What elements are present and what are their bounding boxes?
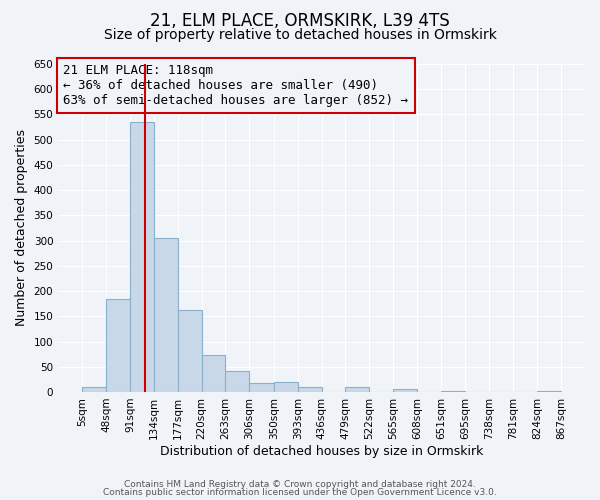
Bar bbox=[250, 383, 274, 392]
Text: Size of property relative to detached houses in Ormskirk: Size of property relative to detached ho… bbox=[104, 28, 496, 42]
Text: 21, ELM PLACE, ORMSKIRK, L39 4TS: 21, ELM PLACE, ORMSKIRK, L39 4TS bbox=[150, 12, 450, 30]
Bar bbox=[178, 310, 202, 392]
Bar bbox=[130, 122, 154, 392]
Bar bbox=[346, 387, 370, 392]
Bar bbox=[82, 387, 106, 392]
Bar bbox=[202, 355, 226, 392]
Text: 21 ELM PLACE: 118sqm
← 36% of detached houses are smaller (490)
63% of semi-deta: 21 ELM PLACE: 118sqm ← 36% of detached h… bbox=[64, 64, 409, 107]
Bar bbox=[298, 387, 322, 392]
Bar bbox=[274, 382, 298, 392]
Bar bbox=[154, 238, 178, 392]
Bar bbox=[226, 371, 250, 392]
Y-axis label: Number of detached properties: Number of detached properties bbox=[15, 130, 28, 326]
Bar bbox=[441, 391, 466, 392]
Bar bbox=[537, 391, 561, 392]
Text: Contains HM Land Registry data © Crown copyright and database right 2024.: Contains HM Land Registry data © Crown c… bbox=[124, 480, 476, 489]
Bar bbox=[393, 390, 417, 392]
Bar bbox=[106, 298, 130, 392]
Text: Contains public sector information licensed under the Open Government Licence v3: Contains public sector information licen… bbox=[103, 488, 497, 497]
X-axis label: Distribution of detached houses by size in Ormskirk: Distribution of detached houses by size … bbox=[160, 444, 483, 458]
